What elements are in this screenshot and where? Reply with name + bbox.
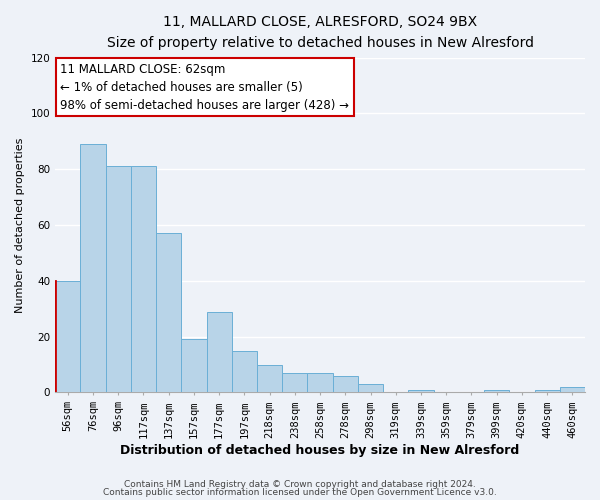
Bar [257, 364, 282, 392]
Bar [106, 166, 131, 392]
Bar [206, 312, 232, 392]
Bar [55, 281, 80, 392]
Text: Contains HM Land Registry data © Crown copyright and database right 2024.: Contains HM Land Registry data © Crown c… [124, 480, 476, 489]
Bar [484, 390, 509, 392]
Bar [332, 376, 358, 392]
Bar [358, 384, 383, 392]
Bar [156, 234, 181, 392]
Bar [307, 373, 332, 392]
X-axis label: Distribution of detached houses by size in New Alresford: Distribution of detached houses by size … [121, 444, 520, 458]
Bar [560, 387, 585, 392]
Text: 11 MALLARD CLOSE: 62sqm
← 1% of detached houses are smaller (5)
98% of semi-deta: 11 MALLARD CLOSE: 62sqm ← 1% of detached… [61, 62, 349, 112]
Title: 11, MALLARD CLOSE, ALRESFORD, SO24 9BX
Size of property relative to detached hou: 11, MALLARD CLOSE, ALRESFORD, SO24 9BX S… [107, 15, 533, 50]
Y-axis label: Number of detached properties: Number of detached properties [15, 138, 25, 313]
Bar [535, 390, 560, 392]
Bar [232, 350, 257, 393]
Bar [282, 373, 307, 392]
Bar [181, 340, 206, 392]
Bar [80, 144, 106, 392]
Bar [409, 390, 434, 392]
Bar [131, 166, 156, 392]
Text: Contains public sector information licensed under the Open Government Licence v3: Contains public sector information licen… [103, 488, 497, 497]
